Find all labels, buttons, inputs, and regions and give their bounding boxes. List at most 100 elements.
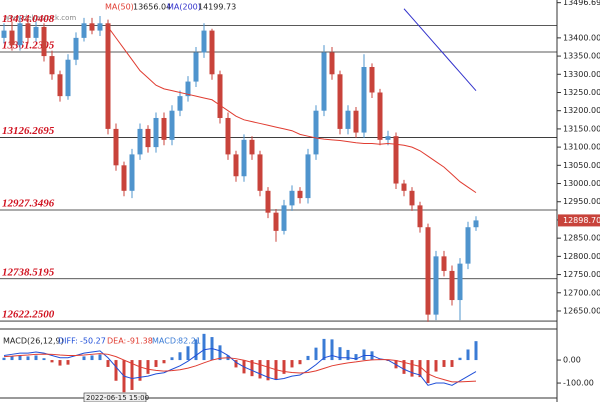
- candle-body: [129, 154, 135, 191]
- y-tick-label: 13250.00: [563, 88, 600, 97]
- candle-body: [393, 136, 399, 184]
- candle-body: [137, 128, 143, 155]
- macd-bar: [418, 360, 422, 378]
- macd-bar: [138, 360, 142, 381]
- macd-bar: [98, 354, 102, 361]
- candle-body: [105, 23, 111, 129]
- macd-bar: [306, 355, 310, 361]
- macd-bar: [34, 355, 38, 361]
- candle-body: [233, 154, 239, 177]
- legend-value: 13656.04: [133, 3, 171, 12]
- macd-bar: [10, 356, 14, 361]
- candle-body: [313, 110, 319, 155]
- candle-body: [241, 139, 247, 177]
- candle-body: [321, 52, 327, 111]
- y-tick-label: 12850.00: [563, 234, 600, 243]
- candle-body: [89, 23, 95, 31]
- legend-name: DIFF:: [58, 337, 78, 346]
- candle-body: [417, 205, 423, 228]
- legend-name: MA(200): [167, 3, 201, 12]
- candle-body: [73, 37, 79, 60]
- macd-bar: [194, 339, 198, 361]
- legend-value: 82.21: [178, 337, 201, 346]
- last-price-box: [558, 214, 600, 227]
- macd-bar: [314, 347, 318, 361]
- macd-bar: [266, 360, 270, 381]
- candle-body: [57, 74, 63, 97]
- macd-bar: [442, 360, 446, 367]
- macd-bar: [82, 356, 86, 361]
- candle-body: [209, 30, 215, 75]
- candle-body: [273, 212, 279, 231]
- macd-bar: [258, 360, 262, 379]
- candle-body: [409, 190, 415, 206]
- candle-body: [17, 23, 23, 46]
- macd-bar: [346, 349, 350, 361]
- level-label: 12622.2500: [2, 309, 55, 321]
- candle-body: [377, 92, 383, 140]
- candle-body: [337, 74, 343, 129]
- candle-body: [121, 165, 127, 191]
- macd-bar: [354, 354, 358, 361]
- macd-line: [3, 348, 477, 386]
- macd-bar: [42, 358, 46, 361]
- y-tick-label: 12650.00: [563, 306, 600, 315]
- candle-body: [41, 26, 47, 57]
- candle-body: [169, 110, 175, 140]
- y-tick-label: 13496.69: [563, 0, 600, 7]
- candle-body: [9, 30, 15, 46]
- candle-body: [457, 263, 463, 301]
- watermark: www.deltastock.com: [4, 14, 76, 22]
- macd-bar: [362, 349, 366, 361]
- legend-name: MA(50): [105, 3, 134, 12]
- macd-bar: [290, 360, 294, 368]
- y-tick-label: 0.00: [563, 356, 581, 365]
- candle-body: [81, 23, 87, 38]
- y-tick-label: 13350.00: [563, 52, 600, 61]
- candle-body: [441, 256, 447, 271]
- candle-body: [25, 23, 31, 38]
- candle-body: [329, 52, 335, 75]
- candle-body: [289, 190, 295, 206]
- candle-body: [281, 205, 287, 231]
- candle-body: [345, 110, 351, 129]
- legend-value: -50.27: [80, 337, 106, 346]
- macd-bar: [402, 360, 406, 374]
- macd-bar: [458, 357, 462, 361]
- y-tick-label: -100.00: [563, 379, 594, 388]
- candle-body: [49, 56, 55, 75]
- y-tick-label: 13200.00: [563, 106, 600, 115]
- macd-bar: [58, 360, 62, 366]
- macd-bar: [218, 345, 222, 361]
- y-tick-label: 13050.00: [563, 161, 600, 170]
- legend-name: MACD:: [152, 337, 179, 346]
- macd-bar: [18, 355, 22, 361]
- macd-bar: [186, 346, 190, 361]
- macd-bar: [282, 360, 286, 374]
- candle-body: [217, 74, 223, 118]
- candle-body: [177, 96, 183, 111]
- macd-bar: [2, 357, 6, 361]
- legend-name: DEA:: [107, 337, 126, 346]
- macd-bar: [234, 360, 238, 368]
- y-tick-label: 13000.00: [563, 179, 600, 188]
- candle-body: [425, 227, 431, 315]
- candle-body: [385, 136, 391, 140]
- level-label: 13126.2695: [2, 125, 55, 137]
- candle-body: [145, 128, 151, 148]
- candle-body: [249, 139, 255, 155]
- y-tick-label: 12700.00: [563, 288, 600, 297]
- candle-body: [113, 128, 119, 166]
- candle-body: [201, 30, 207, 53]
- y-tick-label: 13100.00: [563, 143, 600, 152]
- macd-bar: [330, 339, 334, 361]
- y-tick-label: 12750.00: [563, 270, 600, 279]
- macd-bar: [202, 333, 206, 361]
- macd-title: MACD(26,12,9): [3, 337, 64, 346]
- ma-line: [107, 26, 477, 194]
- candle-body: [97, 23, 103, 31]
- macd-bar: [114, 360, 118, 381]
- level-label: 12927.3496: [2, 198, 55, 210]
- macd-bar: [26, 356, 30, 361]
- legend-value: 14199.73: [198, 3, 236, 12]
